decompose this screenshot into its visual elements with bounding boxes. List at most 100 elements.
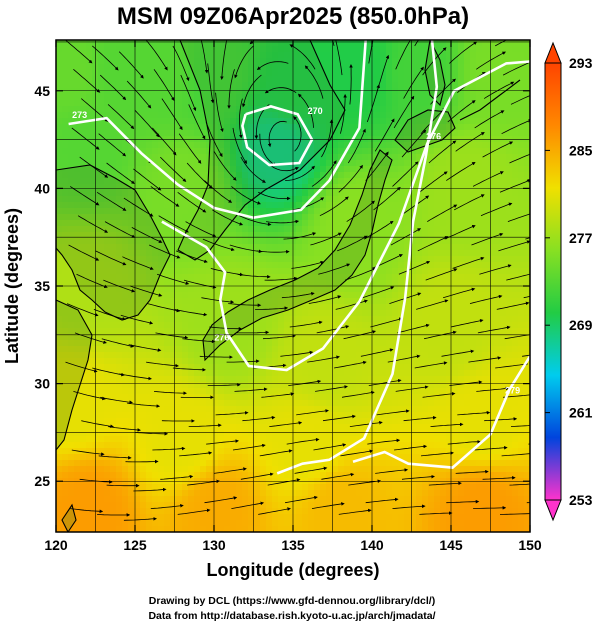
field-cell: [122, 304, 129, 311]
field-cell: [386, 316, 393, 323]
field-cell: [248, 400, 255, 407]
field-cell: [134, 334, 141, 341]
field-cell: [62, 328, 69, 335]
field-cell: [398, 106, 405, 113]
field-cell: [248, 112, 255, 119]
field-cell: [356, 184, 363, 191]
field-cell: [332, 184, 339, 191]
field-cell: [86, 490, 93, 497]
field-cell: [224, 184, 231, 191]
field-cell: [278, 454, 285, 461]
field-cell: [212, 70, 219, 77]
field-cell: [284, 406, 291, 413]
field-cell: [350, 454, 357, 461]
field-cell: [260, 262, 267, 269]
field-cell: [344, 388, 351, 395]
field-cell: [260, 154, 267, 161]
field-cell: [152, 418, 159, 425]
field-cell: [170, 46, 177, 53]
field-cell: [374, 274, 381, 281]
field-cell: [176, 226, 183, 233]
field-cell: [146, 412, 153, 419]
field-cell: [206, 484, 213, 491]
field-cell: [164, 346, 171, 353]
field-cell: [410, 526, 417, 532]
field-cell: [200, 148, 207, 155]
field-cell: [314, 412, 321, 419]
field-cell: [98, 172, 105, 179]
field-cell: [374, 94, 381, 101]
field-cell: [392, 382, 399, 389]
field-cell: [374, 400, 381, 407]
field-cell: [368, 202, 375, 209]
field-cell: [380, 118, 387, 125]
field-cell: [158, 118, 165, 125]
field-cell: [158, 286, 165, 293]
field-cell: [212, 124, 219, 131]
field-cell: [260, 202, 267, 209]
field-cell: [230, 304, 237, 311]
field-cell: [86, 274, 93, 281]
field-cell: [158, 178, 165, 185]
field-cell: [284, 322, 291, 329]
field-cell: [338, 58, 345, 65]
field-cell: [236, 142, 243, 149]
field-cell: [308, 118, 315, 125]
field-cell: [146, 502, 153, 509]
field-cell: [380, 328, 387, 335]
field-cell: [266, 76, 273, 83]
field-cell: [140, 226, 147, 233]
field-cell: [296, 418, 303, 425]
field-cell: [248, 388, 255, 395]
field-cell: [272, 220, 279, 227]
field-cell: [278, 502, 285, 509]
field-cell: [182, 88, 189, 95]
field-cell: [368, 286, 375, 293]
field-cell: [374, 466, 381, 473]
field-cell: [206, 520, 213, 527]
field-cell: [176, 358, 183, 365]
field-cell: [98, 484, 105, 491]
field-cell: [350, 100, 357, 107]
field-cell: [296, 64, 303, 71]
field-cell: [398, 424, 405, 431]
field-cell: [296, 352, 303, 359]
field-cell: [68, 244, 75, 251]
field-cell: [230, 454, 237, 461]
field-cell: [266, 490, 273, 497]
field-cell: [110, 328, 117, 335]
field-cell: [296, 262, 303, 269]
field-cell: [392, 490, 399, 497]
field-cell: [302, 166, 309, 173]
field-cell: [146, 256, 153, 263]
field-cell: [128, 268, 135, 275]
field-cell: [320, 256, 327, 263]
field-cell: [260, 52, 267, 59]
field-cell: [302, 250, 309, 257]
field-cell: [200, 106, 207, 113]
field-cell: [116, 370, 123, 377]
field-cell: [410, 346, 417, 353]
field-cell: [254, 394, 261, 401]
field-cell: [200, 64, 207, 71]
field-cell: [134, 256, 141, 263]
field-cell: [230, 514, 237, 521]
field-cell: [332, 40, 339, 47]
field-cell: [212, 340, 219, 347]
field-cell: [374, 46, 381, 53]
field-cell: [98, 52, 105, 59]
field-cell: [218, 502, 225, 509]
field-cell: [212, 106, 219, 113]
field-cell: [284, 442, 291, 449]
field-cell: [308, 178, 315, 185]
field-cell: [302, 142, 309, 149]
field-cell: [152, 88, 159, 95]
field-cell: [374, 292, 381, 299]
field-cell: [320, 40, 327, 47]
field-cell: [218, 496, 225, 503]
field-cell: [134, 208, 141, 215]
field-cell: [278, 46, 285, 53]
field-cell: [386, 400, 393, 407]
field-cell: [380, 520, 387, 527]
field-cell: [326, 136, 333, 143]
